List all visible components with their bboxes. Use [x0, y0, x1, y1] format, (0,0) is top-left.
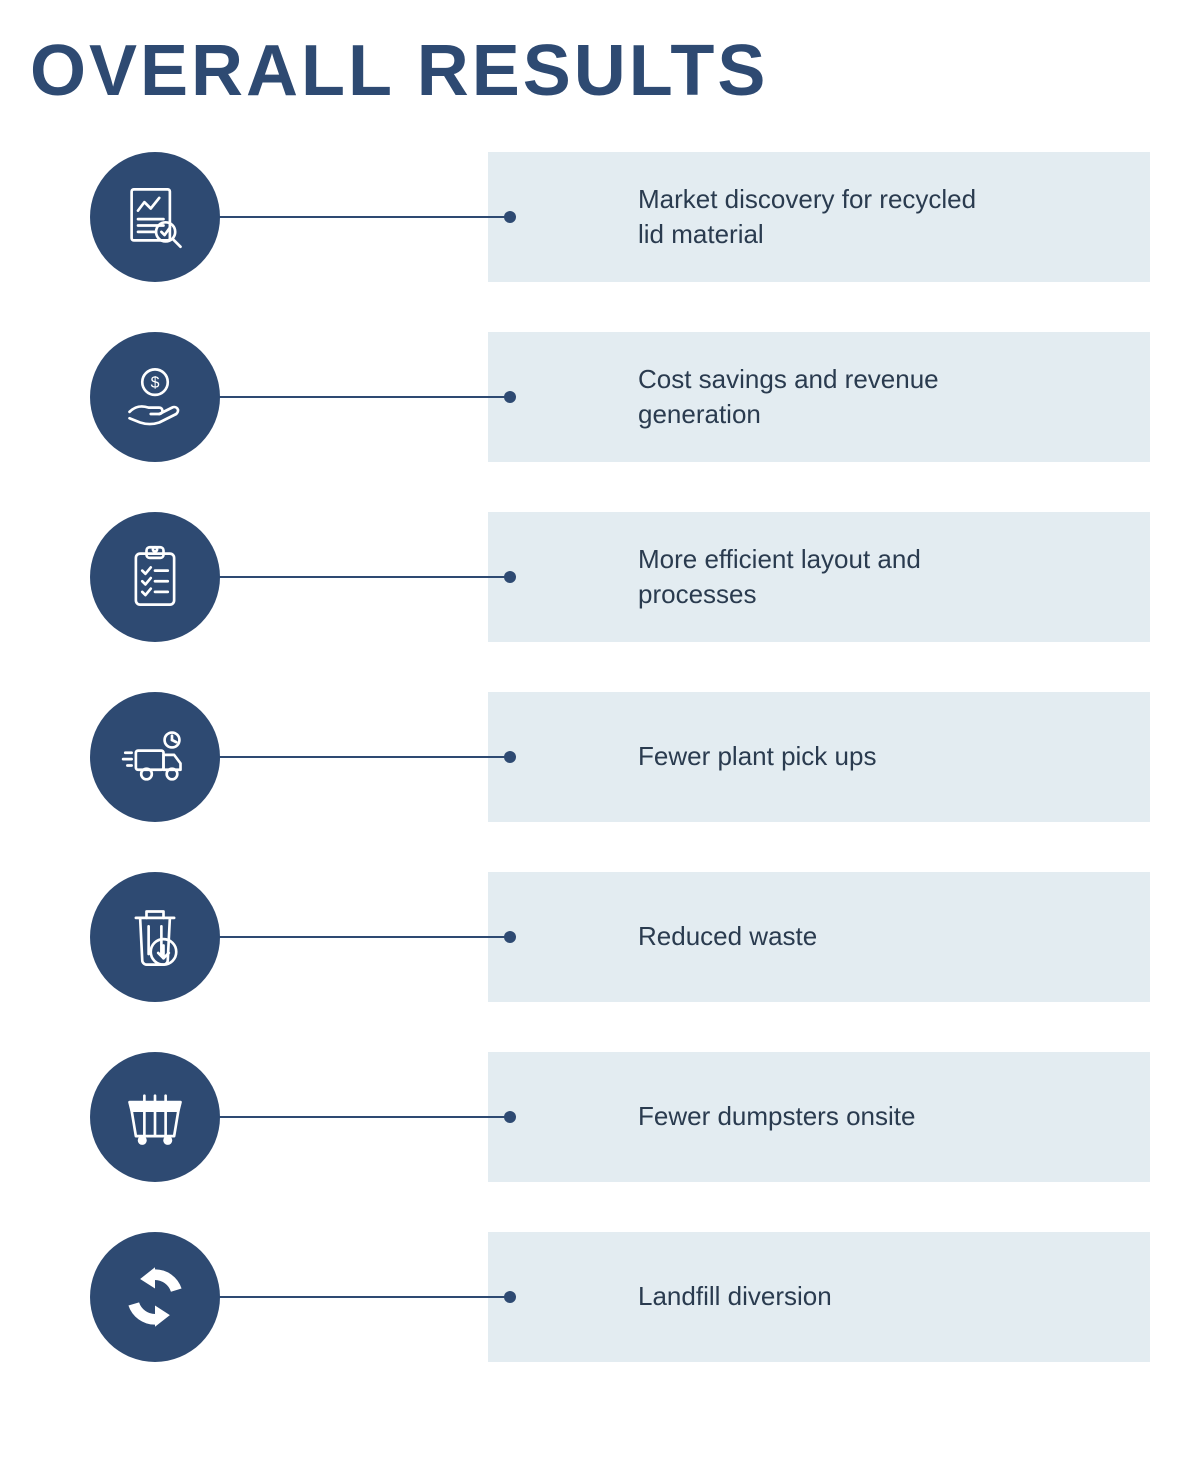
infographic-page: OVERALL RESULTS Market discovery for rec… [0, 0, 1180, 1452]
result-row: $ Cost savings and revenue generation [90, 332, 1150, 462]
result-label-box: Reduced waste [488, 872, 1150, 1002]
connector [220, 576, 510, 578]
connector [220, 396, 510, 398]
svg-text:$: $ [151, 374, 160, 391]
result-label-box: Landfill diversion [488, 1232, 1150, 1362]
page-title: OVERALL RESULTS [30, 30, 1150, 112]
result-label-box: Market discovery for recycled lid materi… [488, 152, 1150, 282]
trash-down-icon [90, 872, 220, 1002]
result-label: Cost savings and revenue generation [638, 362, 998, 432]
result-row: Market discovery for recycled lid materi… [90, 152, 1150, 282]
connector [220, 216, 510, 218]
connector [220, 1296, 510, 1298]
result-row: Fewer dumpsters onsite [90, 1052, 1150, 1182]
connector [220, 1116, 510, 1118]
clipboard-icon [90, 512, 220, 642]
result-row: More efficient layout and processes [90, 512, 1150, 642]
result-label: Market discovery for recycled lid materi… [638, 182, 998, 252]
results-list: Market discovery for recycled lid materi… [30, 152, 1150, 1362]
result-row: Reduced waste [90, 872, 1150, 1002]
result-row: Landfill diversion [90, 1232, 1150, 1362]
result-label: Landfill diversion [638, 1279, 832, 1314]
result-label: Reduced waste [638, 919, 817, 954]
result-label: More efficient layout and processes [638, 542, 998, 612]
result-label-box: Cost savings and revenue generation [488, 332, 1150, 462]
truck-fast-icon [90, 692, 220, 822]
recycle-arrows-icon [90, 1232, 220, 1362]
result-row: Fewer plant pick ups [90, 692, 1150, 822]
hand-money-icon: $ [90, 332, 220, 462]
result-label-box: Fewer dumpsters onsite [488, 1052, 1150, 1182]
report-search-icon [90, 152, 220, 282]
result-label: Fewer plant pick ups [638, 739, 876, 774]
connector [220, 936, 510, 938]
result-label-box: More efficient layout and processes [488, 512, 1150, 642]
result-label: Fewer dumpsters onsite [638, 1099, 915, 1134]
connector [220, 756, 510, 758]
result-label-box: Fewer plant pick ups [488, 692, 1150, 822]
dumpster-icon [90, 1052, 220, 1182]
